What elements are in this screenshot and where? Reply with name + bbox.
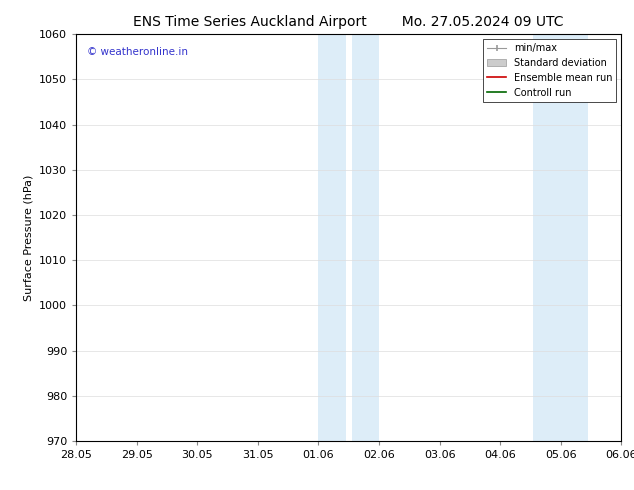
Bar (352, 34, 379, 441)
Bar (318, 34, 346, 441)
Legend: min/max, Standard deviation, Ensemble mean run, Controll run: min/max, Standard deviation, Ensemble me… (483, 39, 616, 101)
Title: ENS Time Series Auckland Airport        Mo. 27.05.2024 09 UTC: ENS Time Series Auckland Airport Mo. 27.… (133, 15, 564, 29)
Y-axis label: Surface Pressure (hPa): Surface Pressure (hPa) (23, 174, 34, 301)
Bar (560, 34, 588, 441)
Bar (533, 34, 560, 441)
Text: © weatheronline.in: © weatheronline.in (87, 47, 188, 56)
